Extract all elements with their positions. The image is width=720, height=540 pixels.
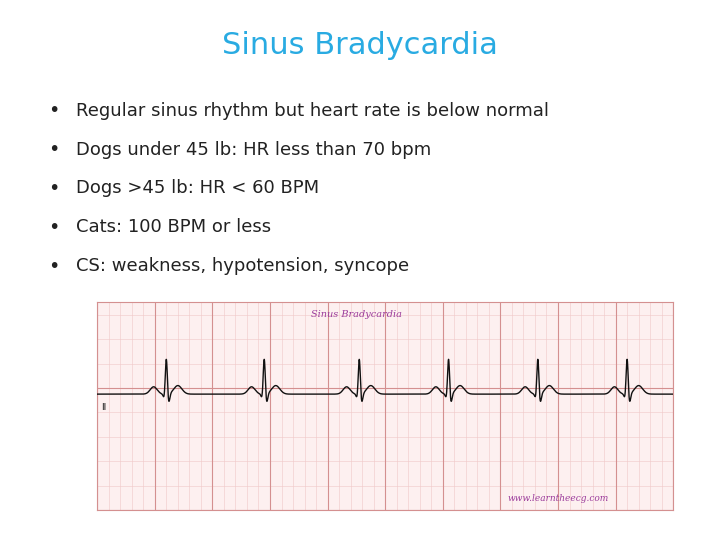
Text: CS: weakness, hypotension, syncope: CS: weakness, hypotension, syncope <box>76 257 409 275</box>
Text: Dogs under 45 lb: HR less than 70 bpm: Dogs under 45 lb: HR less than 70 bpm <box>76 140 431 159</box>
Text: •: • <box>48 140 60 159</box>
Text: II: II <box>102 403 107 411</box>
Text: •: • <box>48 218 60 237</box>
Text: Regular sinus rhythm but heart rate is below normal: Regular sinus rhythm but heart rate is b… <box>76 102 549 120</box>
Text: Cats: 100 BPM or less: Cats: 100 BPM or less <box>76 218 271 237</box>
Text: •: • <box>48 179 60 198</box>
Text: •: • <box>48 256 60 276</box>
Text: Sinus Bradycardia: Sinus Bradycardia <box>311 310 402 319</box>
Text: www.learntheecg.com: www.learntheecg.com <box>508 494 608 503</box>
Text: •: • <box>48 101 60 120</box>
Text: Sinus Bradycardia: Sinus Bradycardia <box>222 31 498 60</box>
Text: Dogs >45 lb: HR < 60 BPM: Dogs >45 lb: HR < 60 BPM <box>76 179 319 198</box>
